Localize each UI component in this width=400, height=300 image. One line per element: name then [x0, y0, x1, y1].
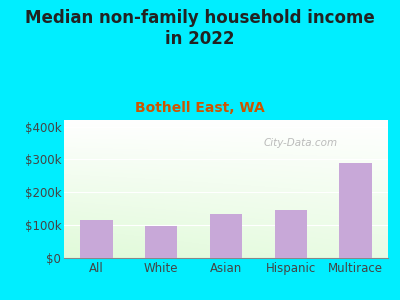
- Text: Bothell East, WA: Bothell East, WA: [135, 100, 265, 115]
- Bar: [210, 214, 242, 258]
- Bar: [145, 226, 178, 258]
- Bar: [339, 163, 372, 258]
- Bar: [80, 220, 113, 258]
- Bar: [275, 210, 307, 258]
- Text: City-Data.com: City-Data.com: [264, 139, 338, 148]
- Text: Median non-family household income
in 2022: Median non-family household income in 20…: [25, 9, 375, 48]
